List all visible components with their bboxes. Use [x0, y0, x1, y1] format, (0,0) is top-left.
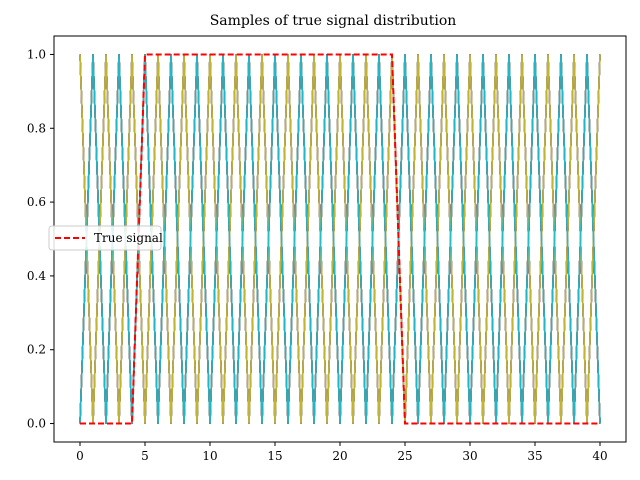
- y-tick-label: 0.4: [27, 269, 46, 283]
- x-tick-label: 15: [267, 449, 282, 463]
- y-tick-label: 0.0: [27, 417, 46, 431]
- legend-box: [48, 225, 162, 251]
- x-axis-ticks: 0 5 10 15 20 25 30 35 40: [76, 442, 608, 463]
- x-tick-label: 40: [592, 449, 607, 463]
- legend-label-true-signal: True signal: [94, 231, 163, 245]
- series-true-signal-line: [80, 53, 600, 425]
- x-tick-label: 30: [462, 449, 477, 463]
- y-tick-label: 0.6: [27, 195, 46, 209]
- y-tick-label: 0.8: [27, 121, 46, 135]
- x-tick-label: 0: [76, 449, 84, 463]
- x-tick-label: 25: [397, 449, 412, 463]
- true-signal-layer: [80, 53, 600, 425]
- x-tick-label: 20: [332, 449, 347, 463]
- y-tick-label: 1.0: [27, 47, 46, 61]
- x-tick-label: 10: [202, 449, 217, 463]
- y-tick-label: 0.2: [27, 343, 46, 357]
- sample-line-40: [79, 54, 601, 424]
- chart-title: Samples of true signal distribution: [210, 13, 457, 29]
- x-tick-label: 35: [527, 449, 542, 463]
- x-tick-label: 5: [141, 449, 149, 463]
- y-axis-ticks: 0.0 0.2 0.4 0.6 0.8 1.0: [27, 47, 54, 431]
- legend: True signal: [48, 225, 163, 251]
